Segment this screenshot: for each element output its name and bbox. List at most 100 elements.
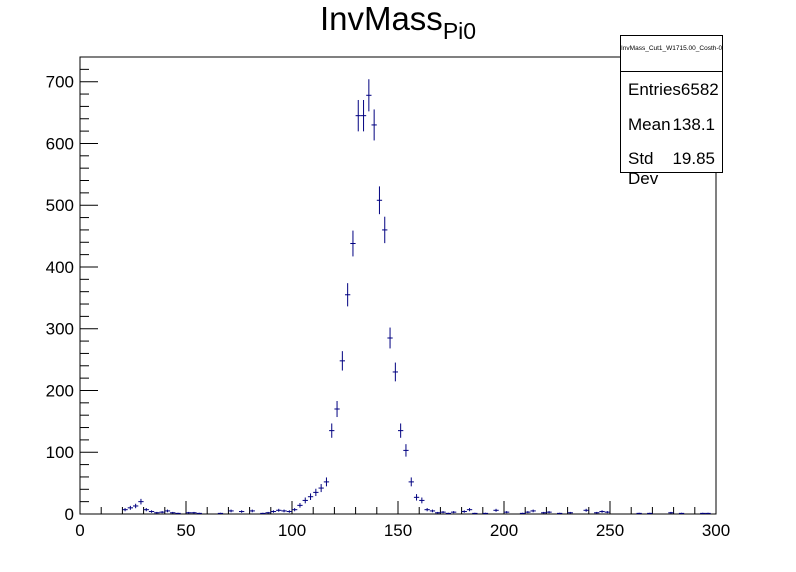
data-point (461, 510, 467, 513)
data-point (705, 512, 711, 514)
data-point (424, 508, 430, 512)
data-point (228, 509, 234, 513)
stats-label-stddev: Std Dev (628, 149, 659, 188)
data-point (318, 484, 324, 493)
data-point (191, 511, 197, 514)
y-tick-label: 0 (65, 505, 74, 524)
data-point (429, 509, 436, 513)
data-point (297, 503, 303, 508)
data-point (594, 511, 600, 514)
data-point (700, 512, 706, 514)
data-point (286, 510, 292, 513)
chart-title-main: InvMass (319, 0, 443, 37)
x-tick-label: 0 (75, 521, 84, 540)
chart-title: InvMassPi0 (0, 0, 796, 45)
data-point (557, 512, 563, 514)
data-point (519, 512, 526, 514)
data-point (382, 216, 388, 244)
data-point (260, 512, 266, 514)
stats-row-mean: Mean 138.1 (628, 115, 715, 135)
y-tick-label: 300 (46, 320, 74, 339)
stats-row-entries: Entries 6582 (628, 80, 719, 100)
data-point (122, 508, 128, 512)
x-tick-label: 150 (384, 521, 412, 540)
y-tick-label: 100 (46, 443, 74, 462)
chart-title-subscript: Pi0 (442, 18, 477, 44)
data-point (355, 99, 361, 132)
data-point (567, 511, 573, 514)
data-point (159, 511, 165, 514)
data-point (265, 511, 271, 514)
data-point (143, 508, 149, 512)
data-point (376, 186, 383, 215)
data-point (387, 327, 393, 349)
data-point (530, 509, 536, 513)
data-point (133, 503, 139, 509)
data-point (350, 230, 356, 257)
data-point (339, 351, 345, 371)
data-point (668, 511, 674, 514)
y-tick-label: 200 (46, 381, 74, 400)
stats-row-stddev: Std Dev 19.85 (628, 149, 715, 189)
data-point (323, 477, 330, 487)
data-point (546, 511, 552, 514)
data-point (604, 511, 610, 514)
data-point (366, 79, 372, 112)
data-point (360, 99, 367, 132)
data-point (154, 511, 160, 514)
data-point (647, 512, 653, 514)
data-point (403, 444, 409, 457)
data-point (186, 511, 192, 514)
data-point (371, 109, 377, 141)
data-point (599, 510, 605, 513)
data-series (122, 79, 711, 514)
data-point (217, 512, 224, 514)
data-point (276, 508, 282, 512)
data-point (281, 509, 287, 513)
y-tick-label: 400 (46, 258, 74, 277)
stats-box: InvMass_Cut1_W1715.00_Costh-0.50_Pol0.50… (620, 35, 723, 188)
axes: 0 50 100 150 200 250 300 0 100 200 300 400 500 600 700 (46, 56, 730, 540)
data-point (196, 512, 202, 514)
data-point (138, 498, 144, 505)
data-point (413, 494, 420, 501)
x-tick-label: 250 (596, 521, 624, 540)
data-point (292, 508, 298, 512)
x-tick-label: 50 (177, 521, 196, 540)
data-point (493, 508, 499, 512)
y-tick-label: 600 (46, 134, 74, 153)
data-point (408, 477, 414, 487)
data-point (334, 400, 340, 418)
x-tick-label: 300 (702, 521, 730, 540)
data-point (678, 512, 685, 514)
stats-label-entries: Entries (628, 80, 681, 99)
stats-value-stddev: 19.85 (672, 149, 715, 168)
data-point (249, 509, 255, 513)
y-tick-label: 700 (46, 73, 74, 92)
data-point (307, 493, 314, 500)
stats-value-entries: 6582 (680, 80, 719, 99)
data-point (164, 509, 171, 513)
stats-histogram-name: InvMass_Cut1_W1715.00_Costh-0.50_Pol0.50… (621, 45, 722, 52)
data-point (419, 497, 425, 504)
data-point (345, 283, 351, 307)
stats-separator (621, 71, 722, 72)
data-point (541, 511, 547, 514)
x-tick-label: 200 (490, 521, 518, 540)
data-point (313, 488, 319, 497)
data-point (398, 423, 404, 438)
data-point (270, 510, 277, 513)
stats-value-mean: 138.1 (672, 115, 715, 134)
data-point (435, 511, 441, 514)
data-point (636, 512, 642, 514)
data-point (239, 510, 245, 513)
data-point (175, 512, 181, 514)
x-tick-label: 100 (278, 521, 306, 540)
data-point (440, 511, 446, 514)
data-point (445, 512, 451, 514)
data-point (466, 508, 473, 512)
data-point (170, 511, 176, 514)
data-point (472, 512, 478, 514)
data-point (148, 510, 155, 513)
